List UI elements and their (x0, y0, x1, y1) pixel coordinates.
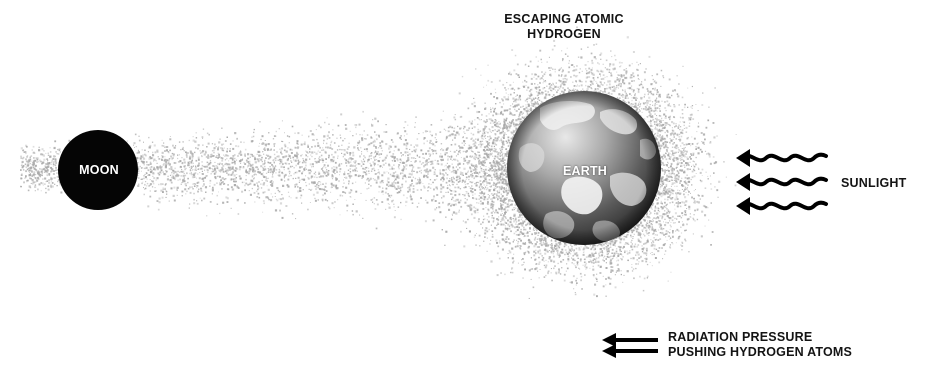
radiation-pressure-label: RADIATION PRESSURE PUSHING HYDROGEN ATOM… (668, 330, 852, 360)
pressure-label-line-2: PUSHING HYDROGEN ATOMS (668, 345, 852, 360)
escaping-hydrogen-label: ESCAPING ATOMIC HYDROGEN (494, 12, 634, 42)
earth-label: EARTH (540, 164, 630, 179)
pressure-label-line-1: RADIATION PRESSURE (668, 330, 852, 345)
wavy-arrow-left-icon (736, 149, 826, 215)
sunlight-arrow-2 (736, 173, 826, 191)
pressure-arrow-1 (602, 333, 658, 347)
double-arrow-left-icon (602, 333, 658, 358)
pressure-arrow-2 (602, 344, 658, 358)
hydrogen-label-line-2: HYDROGEN (494, 27, 634, 42)
moon-label: MOON (58, 163, 140, 178)
sunlight-arrow-3 (736, 197, 826, 215)
sunlight-label: SUNLIGHT (841, 176, 907, 191)
sunlight-arrow-1 (736, 149, 826, 167)
hydrogen-label-line-1: ESCAPING ATOMIC (494, 12, 634, 27)
